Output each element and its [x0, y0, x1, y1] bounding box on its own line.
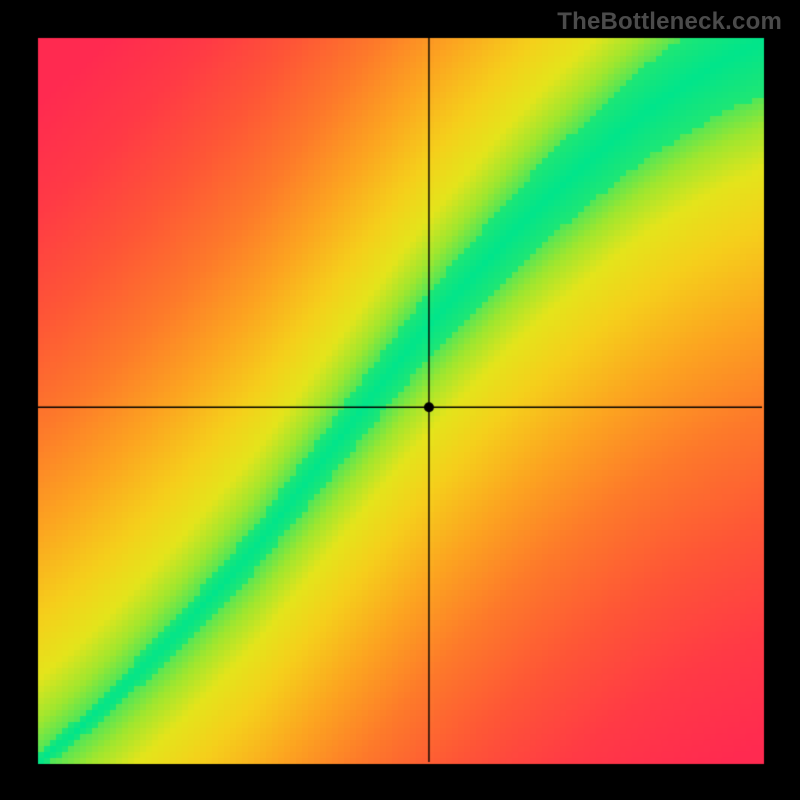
bottleneck-heatmap: [0, 0, 800, 800]
root: { "canvas": { "width": 800, "height": 80…: [0, 0, 800, 800]
watermark-text: TheBottleneck.com: [557, 8, 782, 36]
